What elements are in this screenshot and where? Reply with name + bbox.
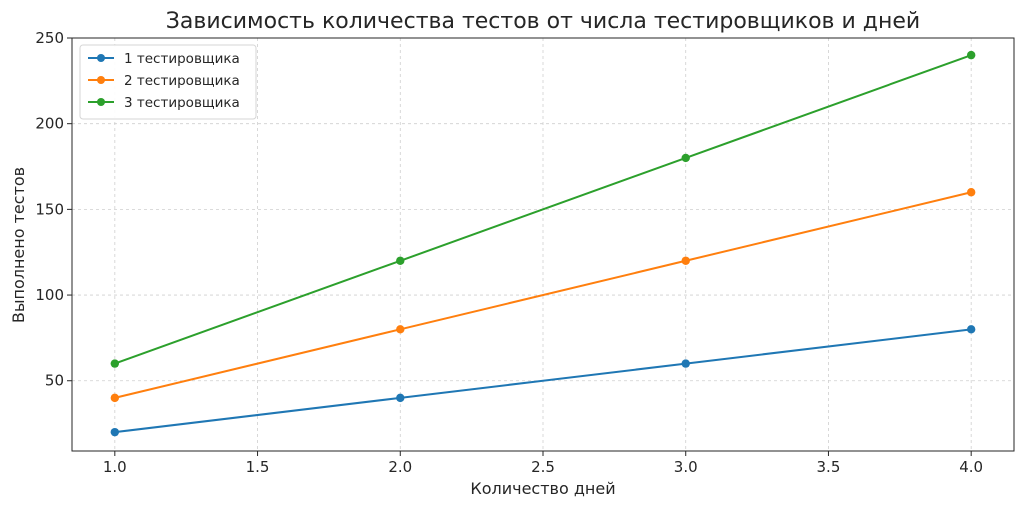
legend-box (79, 44, 257, 120)
series-1 (110, 325, 976, 437)
x-tick-label: 1.5 (246, 458, 270, 476)
x-tick-label: 3.5 (817, 458, 841, 476)
legend: 1 тестировщика 2 тестировщика 3 тестировщи… (79, 44, 257, 120)
data-point (396, 325, 405, 334)
x-tick-label: 3.0 (674, 458, 698, 476)
legend-marker (97, 76, 105, 84)
data-point (110, 427, 120, 437)
data-point (966, 50, 976, 60)
x-axis-label: Количество дней (470, 479, 615, 498)
y-tick-label: 250 (35, 29, 64, 47)
data-point (681, 359, 690, 368)
axes-layer: 1.0 1.5 2.0 2.5 3.0 3.5 4.0 50 100 150 200 250 (35, 29, 1015, 476)
series-line (114, 54, 972, 365)
y-tick-label: 150 (35, 200, 64, 218)
legend-marker (97, 54, 105, 62)
series-line (114, 191, 972, 399)
series-3 (110, 50, 976, 368)
legend-label: 3 тестировщика (124, 95, 240, 111)
series-layer (110, 50, 976, 437)
y-tick-label: 200 (35, 115, 64, 133)
legend-item: 1 тестировщика (88, 51, 240, 67)
data-point (396, 256, 405, 265)
x-tick-label: 2.5 (531, 458, 555, 476)
x-tick-label: 1.0 (103, 458, 127, 476)
data-point (681, 256, 690, 265)
data-point (396, 393, 405, 403)
series-2 (110, 188, 976, 403)
legend-label: 1 тестировщика (124, 51, 240, 67)
y-tick-label: 50 (45, 372, 64, 390)
series-line (114, 328, 972, 434)
data-point (966, 325, 976, 334)
y-axis-label: Выполнено тестов (9, 167, 28, 323)
x-tick-label: 4.0 (959, 458, 983, 476)
legend-marker (97, 98, 105, 106)
legend-item: 3 тестировщика (88, 95, 240, 111)
data-point (681, 153, 690, 163)
chart-title: Зависимость количества тестов от числа т… (166, 9, 920, 34)
legend-label: 2 тестировщика (124, 73, 240, 89)
x-tick-label: 2.0 (388, 458, 412, 476)
legend-item: 2 тестировщика (88, 73, 240, 89)
data-point (110, 359, 120, 368)
data-point (110, 393, 120, 403)
data-point (966, 188, 976, 197)
y-tick-label: 100 (35, 286, 64, 304)
